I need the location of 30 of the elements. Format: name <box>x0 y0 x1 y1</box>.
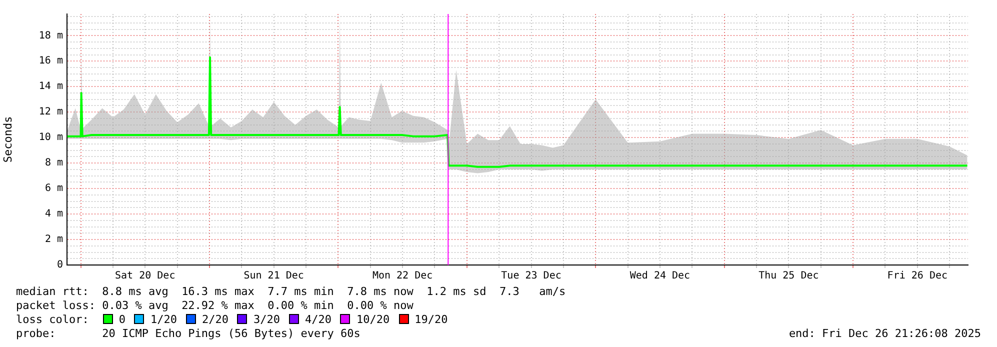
text: loss color: <box>16 313 89 326</box>
y-tick-label: 14 m <box>38 81 63 92</box>
x-tick-label: Fri 26 Dec <box>887 270 948 282</box>
text: 2/20 <box>202 313 228 326</box>
text: 10/20 <box>356 313 390 326</box>
y-tick-label: 12 m <box>38 106 63 118</box>
x-tick-label: Tue 23 Dec <box>501 270 562 282</box>
x-tick-label: Sun 21 Dec <box>244 270 304 282</box>
y-tick-label: 8 m <box>44 158 63 169</box>
y-tick-label: 6 m <box>44 183 63 194</box>
text: median rtt: 8.8 ms avg 16.3 ms max 7.7 ms min 7.8 ms now 1.2 ms sd 7.3 am/s <box>16 285 566 298</box>
text: 3/20 <box>253 313 280 326</box>
y-axis-title: Seconds <box>1 116 14 163</box>
y-tick-label: 10 m <box>38 132 63 144</box>
text: 1/20 <box>150 313 177 326</box>
y-tick-label: 2 m <box>44 234 63 246</box>
text: 4/20 <box>304 313 332 326</box>
text: end: Fri Dec 26 21:26:08 2025 <box>788 327 981 340</box>
y-tick-label: 0 <box>56 260 63 271</box>
x-tick-label: Thu 25 Dec <box>758 270 819 282</box>
text: probe: 20 ICMP Echo Pings (56 Bytes) every 60s <box>16 327 360 340</box>
y-tick-label: 4 m <box>44 208 63 220</box>
x-tick-label: Wed 24 Dec <box>630 270 690 282</box>
y-tick-label: 18 m <box>38 30 63 42</box>
text: packet loss: 0.03 % avg 22.92 % max 0.00 % min 0.00 % now <box>16 299 414 312</box>
y-tick-label: 16 m <box>38 56 63 67</box>
x-tick-label: Sat 20 Dec <box>115 270 176 282</box>
text: 19/20 <box>414 313 448 326</box>
text: 0 <box>118 313 126 326</box>
x-tick-label: Mon 22 Dec <box>372 270 433 282</box>
